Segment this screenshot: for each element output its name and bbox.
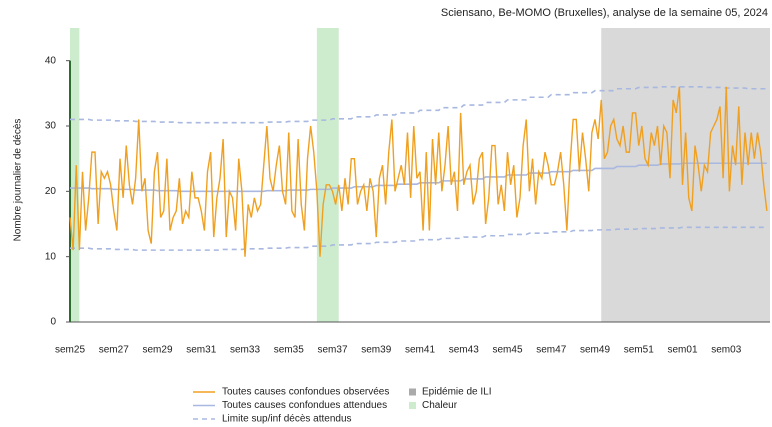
y-tick-label: 0	[50, 317, 56, 328]
x-tick-label: sem35	[274, 345, 304, 356]
legend-label: Chaleur	[422, 400, 458, 411]
y-axis-label: Nombre journalier de décès	[13, 119, 24, 242]
shade-band	[70, 28, 80, 322]
series-line	[70, 86, 767, 124]
shade-band	[601, 28, 770, 322]
x-tick-label: sem03	[711, 345, 741, 356]
series-line	[70, 162, 767, 193]
x-tick-label: sem39	[361, 345, 391, 356]
y-tick-label: 40	[45, 55, 57, 66]
x-tick-label: sem31	[186, 345, 216, 356]
x-tick-label: sem49	[580, 345, 610, 356]
x-tick-label: sem47	[536, 345, 566, 356]
x-tick-label: sem41	[405, 345, 435, 356]
chart-title: Sciensano, Be-MOMO (Bruxelles), analyse …	[441, 7, 768, 19]
legend-swatch	[409, 388, 416, 396]
y-tick-label: 10	[45, 251, 57, 262]
series-line	[69, 86, 768, 257]
legend-label: Toutes causes confondues attendues	[222, 400, 387, 411]
x-tick-label: sem51	[624, 345, 654, 356]
shade-band	[316, 28, 339, 322]
legend-label: Limite sup/inf décès attendus	[222, 414, 352, 425]
x-tick-label: sem33	[230, 345, 260, 356]
x-tick-label: sem29	[142, 345, 172, 356]
x-tick-label: sem25	[55, 345, 85, 356]
legend-swatch	[409, 402, 416, 409]
x-tick-label: sem27	[99, 345, 129, 356]
x-tick-label: sem01	[667, 345, 697, 356]
x-tick-label: sem45	[492, 345, 522, 356]
x-tick-label: sem43	[449, 345, 479, 356]
x-tick-label: sem37	[317, 345, 347, 356]
legend-label: Epidémie de ILI	[422, 387, 492, 398]
y-tick-label: 20	[45, 186, 57, 197]
legend-label: Toutes causes confondues observées	[222, 387, 389, 398]
y-tick-label: 30	[45, 121, 57, 132]
